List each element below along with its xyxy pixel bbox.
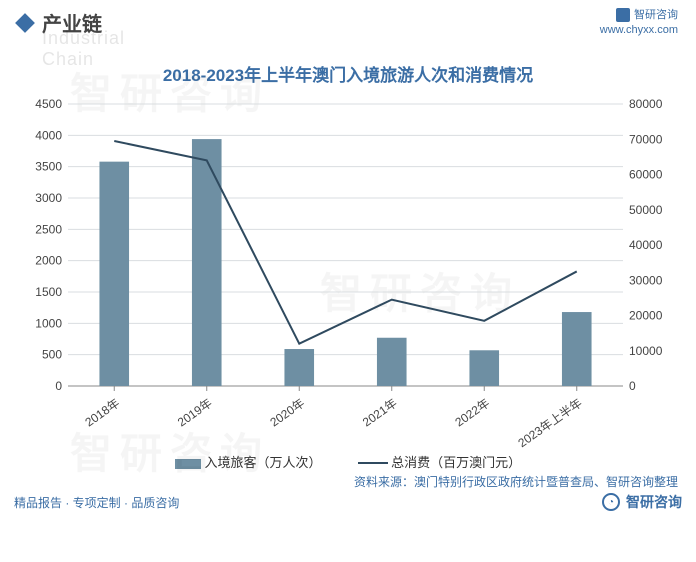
footer-brand: 智研咨询 [626,492,682,512]
footer-left: 精品报告 · 专项定制 · 品质咨询 [14,494,179,511]
svg-text:2500: 2500 [35,222,62,236]
brand-name: 智研咨询 [634,8,678,22]
brand-logo-icon [616,8,630,22]
svg-text:60000: 60000 [629,168,663,182]
svg-text:50000: 50000 [629,203,663,217]
svg-text:2023年上半年: 2023年上半年 [515,396,584,450]
header-left: 产业链 Industrial Chain [18,8,102,37]
legend-line-swatch [358,462,388,464]
svg-text:4500: 4500 [35,97,62,111]
footer: 精品报告 · 专项定制 · 品质咨询 ◔ 智研咨询 [0,490,696,518]
legend-bar-label: 入境旅客（万人次） [204,455,321,470]
diamond-icon [15,13,35,33]
svg-text:2018年: 2018年 [82,396,122,430]
source-text: 资料来源：澳门特别行政区政府统计暨普查局、智研咨询整理 [0,471,696,490]
footer-right: ◔ 智研咨询 [602,492,682,512]
section-shadow: Industrial Chain [42,28,125,70]
svg-text:0: 0 [55,379,62,393]
legend-line: 总消费（百万澳门元） [358,452,522,471]
legend: 入境旅客（万人次） 总消费（百万澳门元） [0,452,696,471]
legend-line-label: 总消费（百万澳门元） [391,455,521,470]
svg-text:2020年: 2020年 [267,396,307,430]
header: 产业链 Industrial Chain 智研咨询 www.chyxx.com [0,0,696,43]
svg-text:2019年: 2019年 [175,396,215,430]
svg-text:0: 0 [629,379,636,393]
svg-text:1500: 1500 [35,285,62,299]
svg-text:1000: 1000 [35,316,62,330]
footer-logo-icon: ◔ [602,493,620,511]
svg-text:10000: 10000 [629,344,663,358]
svg-text:3500: 3500 [35,160,62,174]
svg-text:80000: 80000 [629,97,663,111]
svg-text:2000: 2000 [35,254,62,268]
svg-text:70000: 70000 [629,132,663,146]
section-title: 产业链 Industrial Chain [42,8,102,37]
svg-text:4000: 4000 [35,128,62,142]
legend-bar-swatch [175,459,201,469]
svg-text:20000: 20000 [629,309,663,323]
svg-text:500: 500 [42,348,62,362]
header-brand: 智研咨询 www.chyxx.com [600,8,678,37]
svg-text:3000: 3000 [35,191,62,205]
svg-text:40000: 40000 [629,238,663,252]
brand-url: www.chyxx.com [600,23,678,37]
legend-bar: 入境旅客（万人次） [175,452,322,471]
chart-area: 0 500 1000 1500 2000 2500 3000 3500 4000 4500 0 100… [18,94,678,454]
svg-text:30000: 30000 [629,273,663,287]
chart-svg: 0 500 1000 1500 2000 2500 3000 3500 4000 4500 0 100… [18,94,678,454]
svg-text:2022年: 2022年 [452,396,492,430]
svg-text:2021年: 2021年 [360,396,400,430]
